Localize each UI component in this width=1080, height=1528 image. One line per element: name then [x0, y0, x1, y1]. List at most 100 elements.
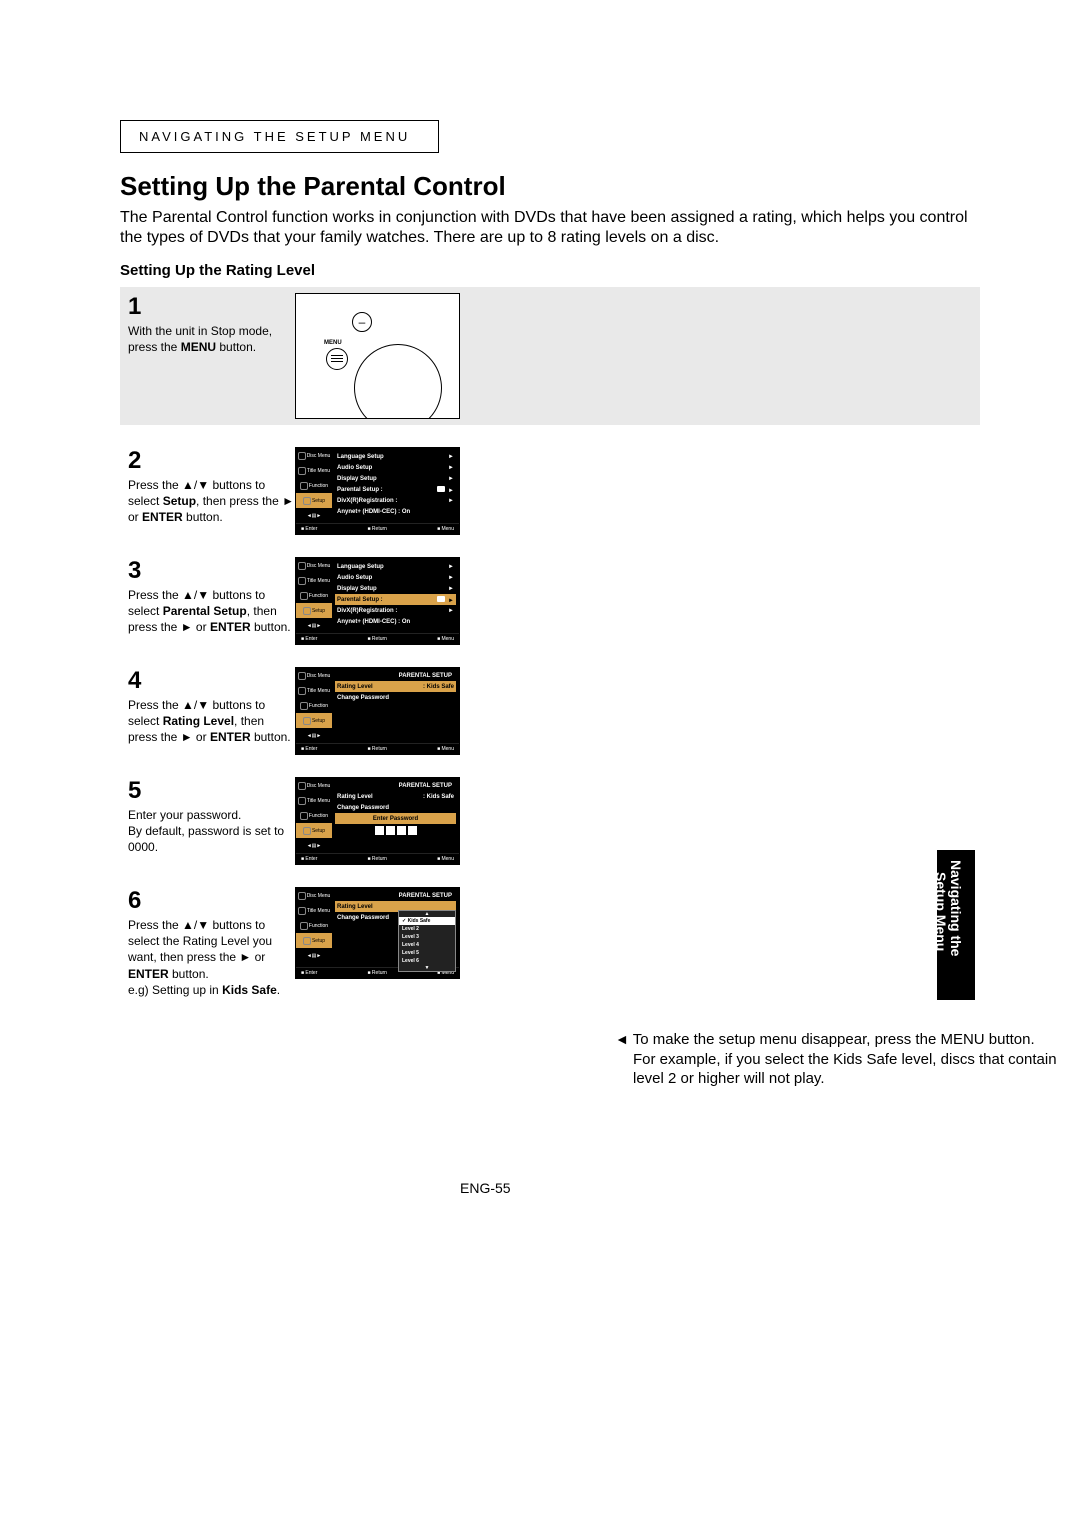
text-bold: ENTER	[142, 510, 183, 524]
text-bold: MENU	[181, 340, 216, 354]
sidebar-label: Function	[309, 813, 328, 819]
sidebar-item: Disc Menu	[296, 778, 332, 793]
text: Press the	[128, 588, 182, 602]
sidebar-item: Setup	[296, 933, 332, 948]
text-bold: Rating Level	[163, 714, 234, 728]
menu-icon	[298, 797, 306, 805]
menu-title: PARENTAL SETUP	[335, 781, 456, 791]
menu-icon	[303, 937, 311, 945]
note-line-2: For example, if you select the Kids Safe…	[633, 1050, 1080, 1089]
menu-label: Language Setup	[337, 564, 384, 570]
footer-menu: Menu	[437, 746, 454, 752]
level-popup: ▲Kids SafeLevel 2Level 3Level 4Level 5Le…	[398, 910, 456, 972]
menu-label: Parental Setup :	[337, 597, 383, 603]
step-4: 4 Press the ▲/▼ buttons to select Rating…	[120, 667, 980, 755]
subheading: Setting Up the Rating Level	[120, 262, 980, 279]
footer-enter: Enter	[301, 636, 317, 642]
menu-icon	[298, 452, 306, 460]
sidebar-label: Function	[309, 923, 328, 929]
menu-item: Parental Setup :►	[335, 594, 456, 605]
level-option: Level 4	[399, 941, 455, 949]
sidebar-item: Disc Menu	[296, 448, 332, 463]
menu-icon	[300, 482, 308, 490]
menu-label: MENU	[324, 340, 342, 346]
text: Press the	[128, 918, 182, 932]
enter-password-row: Enter Password	[335, 813, 456, 824]
text: e.g) Setting up in	[128, 983, 222, 997]
sidebar-label: Title Menu	[307, 578, 330, 584]
text-bold: Kids Safe	[222, 983, 277, 997]
menu-item: Language Setup ►	[335, 561, 456, 572]
nav-icon: ◄▤►	[307, 513, 322, 519]
menu-footer: EnterReturnMenu	[296, 523, 459, 534]
sidebar-item: ◄▤►	[296, 838, 332, 853]
menu-label: DivX(R)Registration :	[337, 498, 397, 504]
menu-item: DivX(R)Registration :►	[335, 605, 456, 616]
menu-item: DivX(R)Registration :►	[335, 495, 456, 506]
menu-screenshot-levels: Disc MenuTitle MenuFunctionSetup◄▤►PAREN…	[295, 887, 460, 979]
right-icon: ►	[181, 730, 193, 744]
menu-label: Anynet+ (HDMI-CEC) : On	[337, 619, 410, 625]
menu-icon	[300, 702, 308, 710]
menu-icon	[303, 607, 311, 615]
menu-value: : Kids Safe	[423, 794, 454, 800]
menu-label: DivX(R)Registration :	[337, 608, 397, 614]
updown-icon: ▲/▼	[182, 918, 209, 932]
footer-enter: Enter	[301, 526, 317, 532]
updown-icon: ▲/▼	[182, 588, 209, 602]
menu-arrow: ►	[448, 564, 454, 570]
menu-label: Audio Setup	[337, 575, 372, 581]
right-icon: ►	[282, 494, 294, 508]
sidebar-item: Title Menu	[296, 683, 332, 698]
menu-screenshot-rating: Disc MenuTitle MenuFunctionSetup◄▤►PAREN…	[295, 667, 460, 755]
menu-footer: EnterReturnMenu	[296, 743, 459, 754]
sidebar-item: Function	[296, 918, 332, 933]
nav-icon: ◄▤►	[307, 733, 322, 739]
text: button.	[216, 340, 256, 354]
menu-icon	[298, 892, 306, 900]
sidebar-item: Title Menu	[296, 463, 332, 478]
menu-item: Anynet+ (HDMI-CEC) : On	[335, 506, 456, 517]
step-number: 5	[128, 777, 295, 805]
page-number: ENG-55	[460, 1180, 511, 1196]
note-line-1: To make the setup menu disappear, press …	[633, 1031, 1035, 1048]
footer-enter: Enter	[301, 746, 317, 752]
sidebar-item: Title Menu	[296, 793, 332, 808]
menu-icon	[298, 562, 306, 570]
text: By default, password is set to 0000.	[128, 824, 284, 854]
lock-icon	[437, 596, 445, 602]
minus-button-icon: –	[352, 312, 372, 332]
sidebar-item: Function	[296, 478, 332, 493]
step-1: 1 With the unit in Stop mode, press the …	[120, 287, 980, 425]
sidebar-label: Title Menu	[307, 798, 330, 804]
level-option: Kids Safe	[399, 917, 455, 925]
menu-item: Rating Level: Kids Safe	[335, 681, 456, 692]
password-boxes	[335, 826, 456, 835]
text: button.	[169, 967, 209, 981]
text: or	[251, 950, 265, 964]
menu-icon	[300, 812, 308, 820]
sidebar-label: Function	[309, 703, 328, 709]
step-body: Enter your password. By default, passwor…	[128, 807, 295, 856]
sidebar-label: Disc Menu	[307, 453, 331, 459]
menu-item: Change Password	[335, 802, 456, 813]
menu-item: Display Setup►	[335, 583, 456, 594]
menu-icon	[303, 827, 311, 835]
footer-enter: Enter	[301, 970, 317, 976]
level-option: Level 3	[399, 933, 455, 941]
step-number: 2	[128, 447, 295, 475]
menu-icon	[298, 907, 306, 915]
menu-title: PARENTAL SETUP	[335, 891, 456, 901]
step-number: 1	[128, 293, 295, 321]
step-3: 3 Press the ▲/▼ buttons to select Parent…	[120, 557, 980, 645]
menu-icon	[298, 687, 306, 695]
level-option: Level 5	[399, 949, 455, 957]
side-tab-line2: Setup Menu	[933, 872, 949, 951]
text: button.	[183, 510, 223, 524]
left-arrow-icon: ◄	[615, 1031, 629, 1047]
updown-icon: ▲/▼	[182, 698, 209, 712]
remote-illustration: – MENU	[295, 293, 460, 419]
sidebar-label: Title Menu	[307, 688, 330, 694]
text: button.	[251, 620, 291, 634]
right-icon: ►	[181, 620, 193, 634]
